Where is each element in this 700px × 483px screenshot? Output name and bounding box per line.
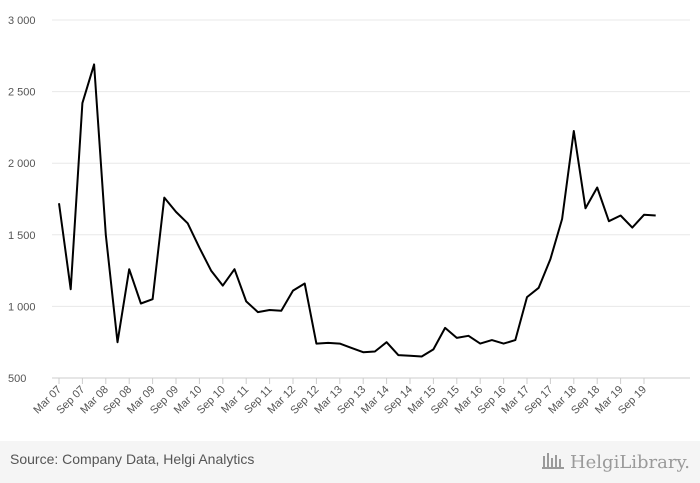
chart-footer: Source: Company Data, Helgi Analytics He… — [0, 441, 700, 483]
gridlines — [52, 19, 690, 307]
y-axis-ticks: 500 1 000 1 500 2 000 2 500 3 000 — [8, 15, 36, 385]
y-tick-label: 3 000 — [8, 15, 36, 27]
library-building-icon — [541, 450, 566, 475]
source-note: Source: Company Data, Helgi Analytics — [10, 451, 255, 467]
y-tick-label: 500 — [8, 373, 26, 385]
y-tick-label: 2 000 — [8, 158, 36, 170]
y-tick-label: 1 500 — [8, 230, 36, 242]
brand-logo: HelgiLibrary. — [541, 448, 690, 476]
series-line — [58, 63, 656, 358]
brand-name: HelgiLibrary. — [569, 451, 690, 473]
y-tick-label: 1 000 — [8, 301, 36, 313]
series-layer — [58, 63, 656, 358]
y-tick-label: 2 500 — [8, 87, 36, 99]
